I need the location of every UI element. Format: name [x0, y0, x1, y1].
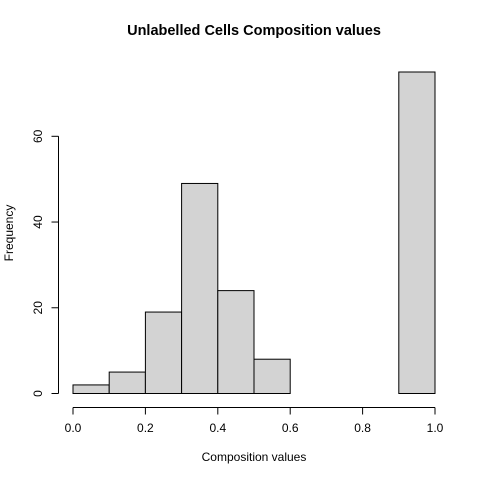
histogram-bar [181, 182, 219, 394]
histogram-bars [72, 71, 436, 395]
histogram-bar [217, 290, 255, 394]
y-tick-label: 0 [31, 390, 45, 397]
y-tick-label: 60 [31, 129, 45, 143]
histogram-bar [144, 311, 183, 395]
y-tick-label: 20 [31, 301, 45, 315]
y-tick-label: 40 [31, 215, 45, 229]
histogram-bar [108, 371, 146, 395]
x-tick-label: 1.0 [427, 421, 444, 435]
x-tick-label: 0.8 [354, 421, 371, 435]
x-tick-label: 0.4 [209, 421, 226, 435]
y-axis: 0 20 40 60 [31, 129, 59, 397]
chart-title: Unlabelled Cells Composition values [127, 23, 381, 39]
x-tick-label: 0.2 [137, 421, 154, 435]
x-tick-label: 0.0 [65, 421, 82, 435]
x-axis-label: Composition values [202, 450, 307, 464]
x-tick-label: 0.6 [282, 421, 299, 435]
y-axis-label: Frequency [2, 205, 16, 262]
histogram-bar [72, 384, 110, 394]
histogram-bar [398, 71, 436, 394]
histogram-bar [253, 358, 291, 394]
x-axis: 0.0 0.2 0.4 0.6 0.8 1.0 [65, 407, 444, 435]
